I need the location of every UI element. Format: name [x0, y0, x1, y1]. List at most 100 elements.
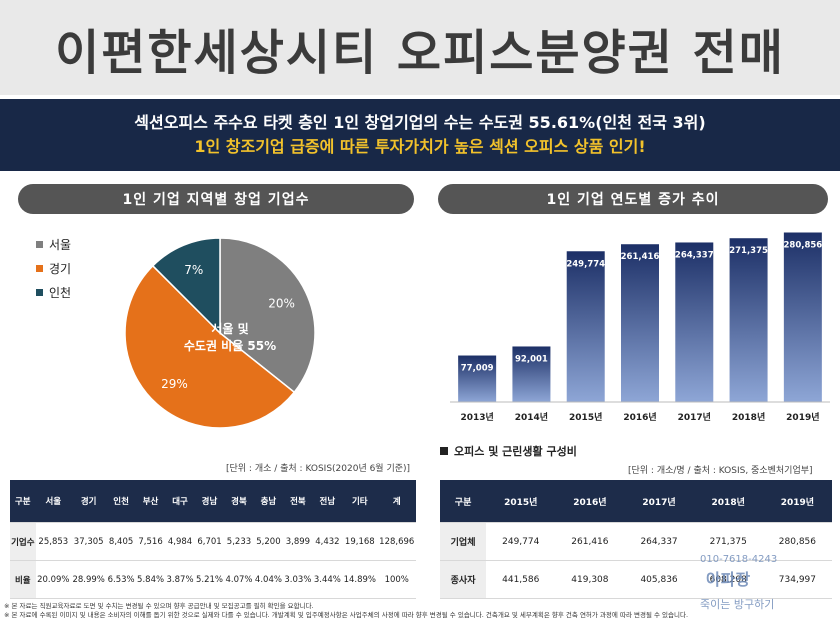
- page-title: 이편한세상시티 오피스분양권 전매: [0, 0, 840, 95]
- region-table-cell: 3.44%: [312, 560, 343, 599]
- region-table-cell: 4,984: [165, 522, 195, 561]
- region-table-cell: 5,233: [224, 522, 254, 561]
- year-table-row: 기업체 249,774 261,416 264,337 271,375 280,856: [440, 522, 832, 561]
- region-table-header-cell: 기타: [342, 480, 378, 523]
- legend-swatch-incheon: [36, 288, 43, 296]
- bar-2018년: [729, 238, 768, 402]
- disclaimer-1: ※ 본 자료는 직원교육자료로 도면 및 수치는 변경될 수 있으며 향후 공급…: [4, 602, 314, 610]
- region-table-cell: 5,200: [253, 522, 284, 561]
- pie-center-label-2: 수도권 비율 55%: [184, 338, 276, 353]
- pie-slice-gyeonggi: [124, 264, 296, 429]
- pie-label-gyeonggi: 29%: [161, 377, 188, 391]
- disclaimer-notes: ※ 본 자료는 직원교육자료로 도면 및 수치는 변경될 수 있으며 향후 공급…: [4, 602, 688, 620]
- pie-slice-incheon: [151, 237, 221, 335]
- bar-category-label: 2014년: [515, 411, 548, 423]
- region-table-cell: 19,168: [342, 522, 378, 561]
- left-source-note: [단위 : 개소 / 출처 : KOSIS(2020년 6월 기준)]: [226, 464, 411, 474]
- year-table-cell: 249,774: [486, 522, 556, 561]
- year-table-cell: 종사자: [440, 560, 487, 599]
- year-table-cell: 608,208: [693, 560, 763, 599]
- region-table-cell: 5.21%: [194, 560, 225, 599]
- legend-swatch-gyeonggi: [36, 264, 43, 272]
- region-table-row: 비율 20.09% 28.99% 6.53% 5.84% 3.87% 5.21% 4.07% 4…: [10, 560, 416, 599]
- year-table-cell: 419,308: [555, 560, 625, 599]
- region-table-header-cell: 전남: [312, 480, 343, 523]
- region-table-cell: 14.89%: [342, 560, 378, 599]
- year-table-cell: 261,416: [555, 522, 625, 561]
- region-table-row: 기업수 25,853 37,305 8,405 7,516 4,984 6,701 5,233…: [10, 522, 416, 561]
- year-table-header-cell: 2016년: [555, 480, 625, 523]
- bar-2016년: [621, 244, 659, 402]
- region-table-cell: 8,405: [106, 522, 136, 561]
- bar-category-label: 2018년: [732, 411, 765, 423]
- year-table-cell: 기업체: [440, 522, 487, 561]
- pie-label-seoul: 20%: [268, 296, 295, 310]
- right-section-heading: 1인 기업 연도별 증가 추이: [438, 184, 828, 214]
- headline-banner: 섹션오피스 주수요 타켓 층인 1인 창업기업의 수는 수도권 55.61%(인…: [0, 99, 840, 171]
- legend-label-incheon: 인천: [49, 285, 72, 300]
- legend-swatch-seoul: [36, 240, 43, 248]
- year-table-cell: 264,337: [624, 522, 694, 561]
- region-table-header-cell: 구분: [10, 480, 36, 523]
- legend-item-seoul: 서울: [36, 232, 71, 256]
- region-table-header-cell: 전북: [283, 480, 313, 523]
- legend-label-gyeonggi: 경기: [49, 261, 72, 276]
- pie-slice-seoul: [219, 237, 316, 394]
- year-table-cell: 280,856: [762, 522, 832, 561]
- watermark-name: 아파장: [706, 570, 751, 589]
- region-table: 구분 서울 경기 인천 부산 대구 경남 경북 충남 전북 전남 기타 계 기업수 25,853 37,305…: [10, 480, 416, 599]
- region-table-cell: 3.03%: [283, 560, 313, 599]
- composition-subheading-text: 오피스 및 근린생활 구성비: [454, 445, 577, 458]
- region-table-cell: 37,305: [70, 522, 107, 561]
- region-table-cell: 100%: [377, 560, 416, 599]
- bar-value-label: 249,774: [566, 259, 605, 269]
- bar-value-label: 77,009: [461, 364, 494, 374]
- banner-line-1: 섹션오피스 주수요 타켓 층인 1인 창업기업의 수는 수도권 55.61%(인…: [134, 113, 706, 132]
- region-table-header-cell: 충남: [253, 480, 284, 523]
- region-table-cell: 4.04%: [253, 560, 284, 599]
- bar-category-label: 2016년: [623, 411, 656, 423]
- right-source-note: [단위 : 개소/명 / 출처 : KOSIS, 중소벤처기업부]: [628, 466, 813, 476]
- bar-category-label: 2019년: [786, 411, 819, 423]
- bar-value-label: 261,416: [621, 252, 660, 262]
- region-table-cell: 3.87%: [165, 560, 195, 599]
- region-table-cell: 기업수: [10, 522, 36, 561]
- year-table-header-cell: 2018년: [693, 480, 763, 523]
- region-table-cell: 25,853: [35, 522, 71, 561]
- bar-value-label: 92,001: [515, 354, 548, 364]
- legend-item-gyeonggi: 경기: [36, 256, 71, 280]
- pie-legend: 서울 경기 인천: [36, 232, 71, 304]
- year-table-header-cell: 2015년: [486, 480, 556, 523]
- pie-label-incheon: 7%: [184, 263, 203, 277]
- disclaimer-2: ※ 본 자료에 수록된 이미지 및 내용은 소비자의 이해를 돕기 위한 것으로…: [4, 611, 689, 619]
- year-table-cell: 441,586: [486, 560, 556, 599]
- region-table-header-cell: 서울: [35, 480, 71, 523]
- year-table-header-cell: 구분: [440, 480, 487, 523]
- bar-category-label: 2013년: [460, 411, 493, 423]
- region-table-cell: 3,899: [283, 522, 313, 561]
- legend-item-incheon: 인천: [36, 280, 71, 304]
- watermark-slogan: 죽이는 방구하기: [700, 598, 775, 611]
- region-table-header-cell: 경북: [224, 480, 254, 523]
- year-table: 구분 2015년 2016년 2017년 2018년 2019년 기업체 249,774 261…: [440, 480, 832, 599]
- bar-value-label: 264,337: [675, 250, 714, 260]
- region-table-header-cell: 계: [377, 480, 416, 523]
- bar-value-label: 271,375: [729, 246, 768, 256]
- region-table-cell: 4.07%: [224, 560, 254, 599]
- region-table-header-cell: 인천: [106, 480, 136, 523]
- year-table-header-cell: 2017년: [624, 480, 694, 523]
- bar-category-label: 2015년: [569, 411, 602, 423]
- year-table-header-row: 구분 2015년 2016년 2017년 2018년 2019년: [440, 480, 832, 523]
- region-table-cell: 20.09%: [35, 560, 71, 599]
- region-table-header-cell: 경기: [70, 480, 107, 523]
- banner-line-2: 1인 창조기업 급증에 따른 투자가치가 높은 섹션 오피스 상품 인기!: [194, 137, 646, 156]
- region-table-header-row: 구분 서울 경기 인천 부산 대구 경남 경북 충남 전북 전남 기타 계: [10, 480, 416, 523]
- bar-value-label: 280,856: [783, 241, 822, 251]
- year-table-cell: 405,836: [624, 560, 694, 599]
- watermark-phone: 010-7618-4243: [700, 554, 778, 565]
- bar-2015년: [566, 251, 605, 402]
- year-table-cell: 734,997: [762, 560, 832, 599]
- year-table-header-cell: 2019년: [762, 480, 832, 523]
- bar-2017년: [675, 242, 714, 402]
